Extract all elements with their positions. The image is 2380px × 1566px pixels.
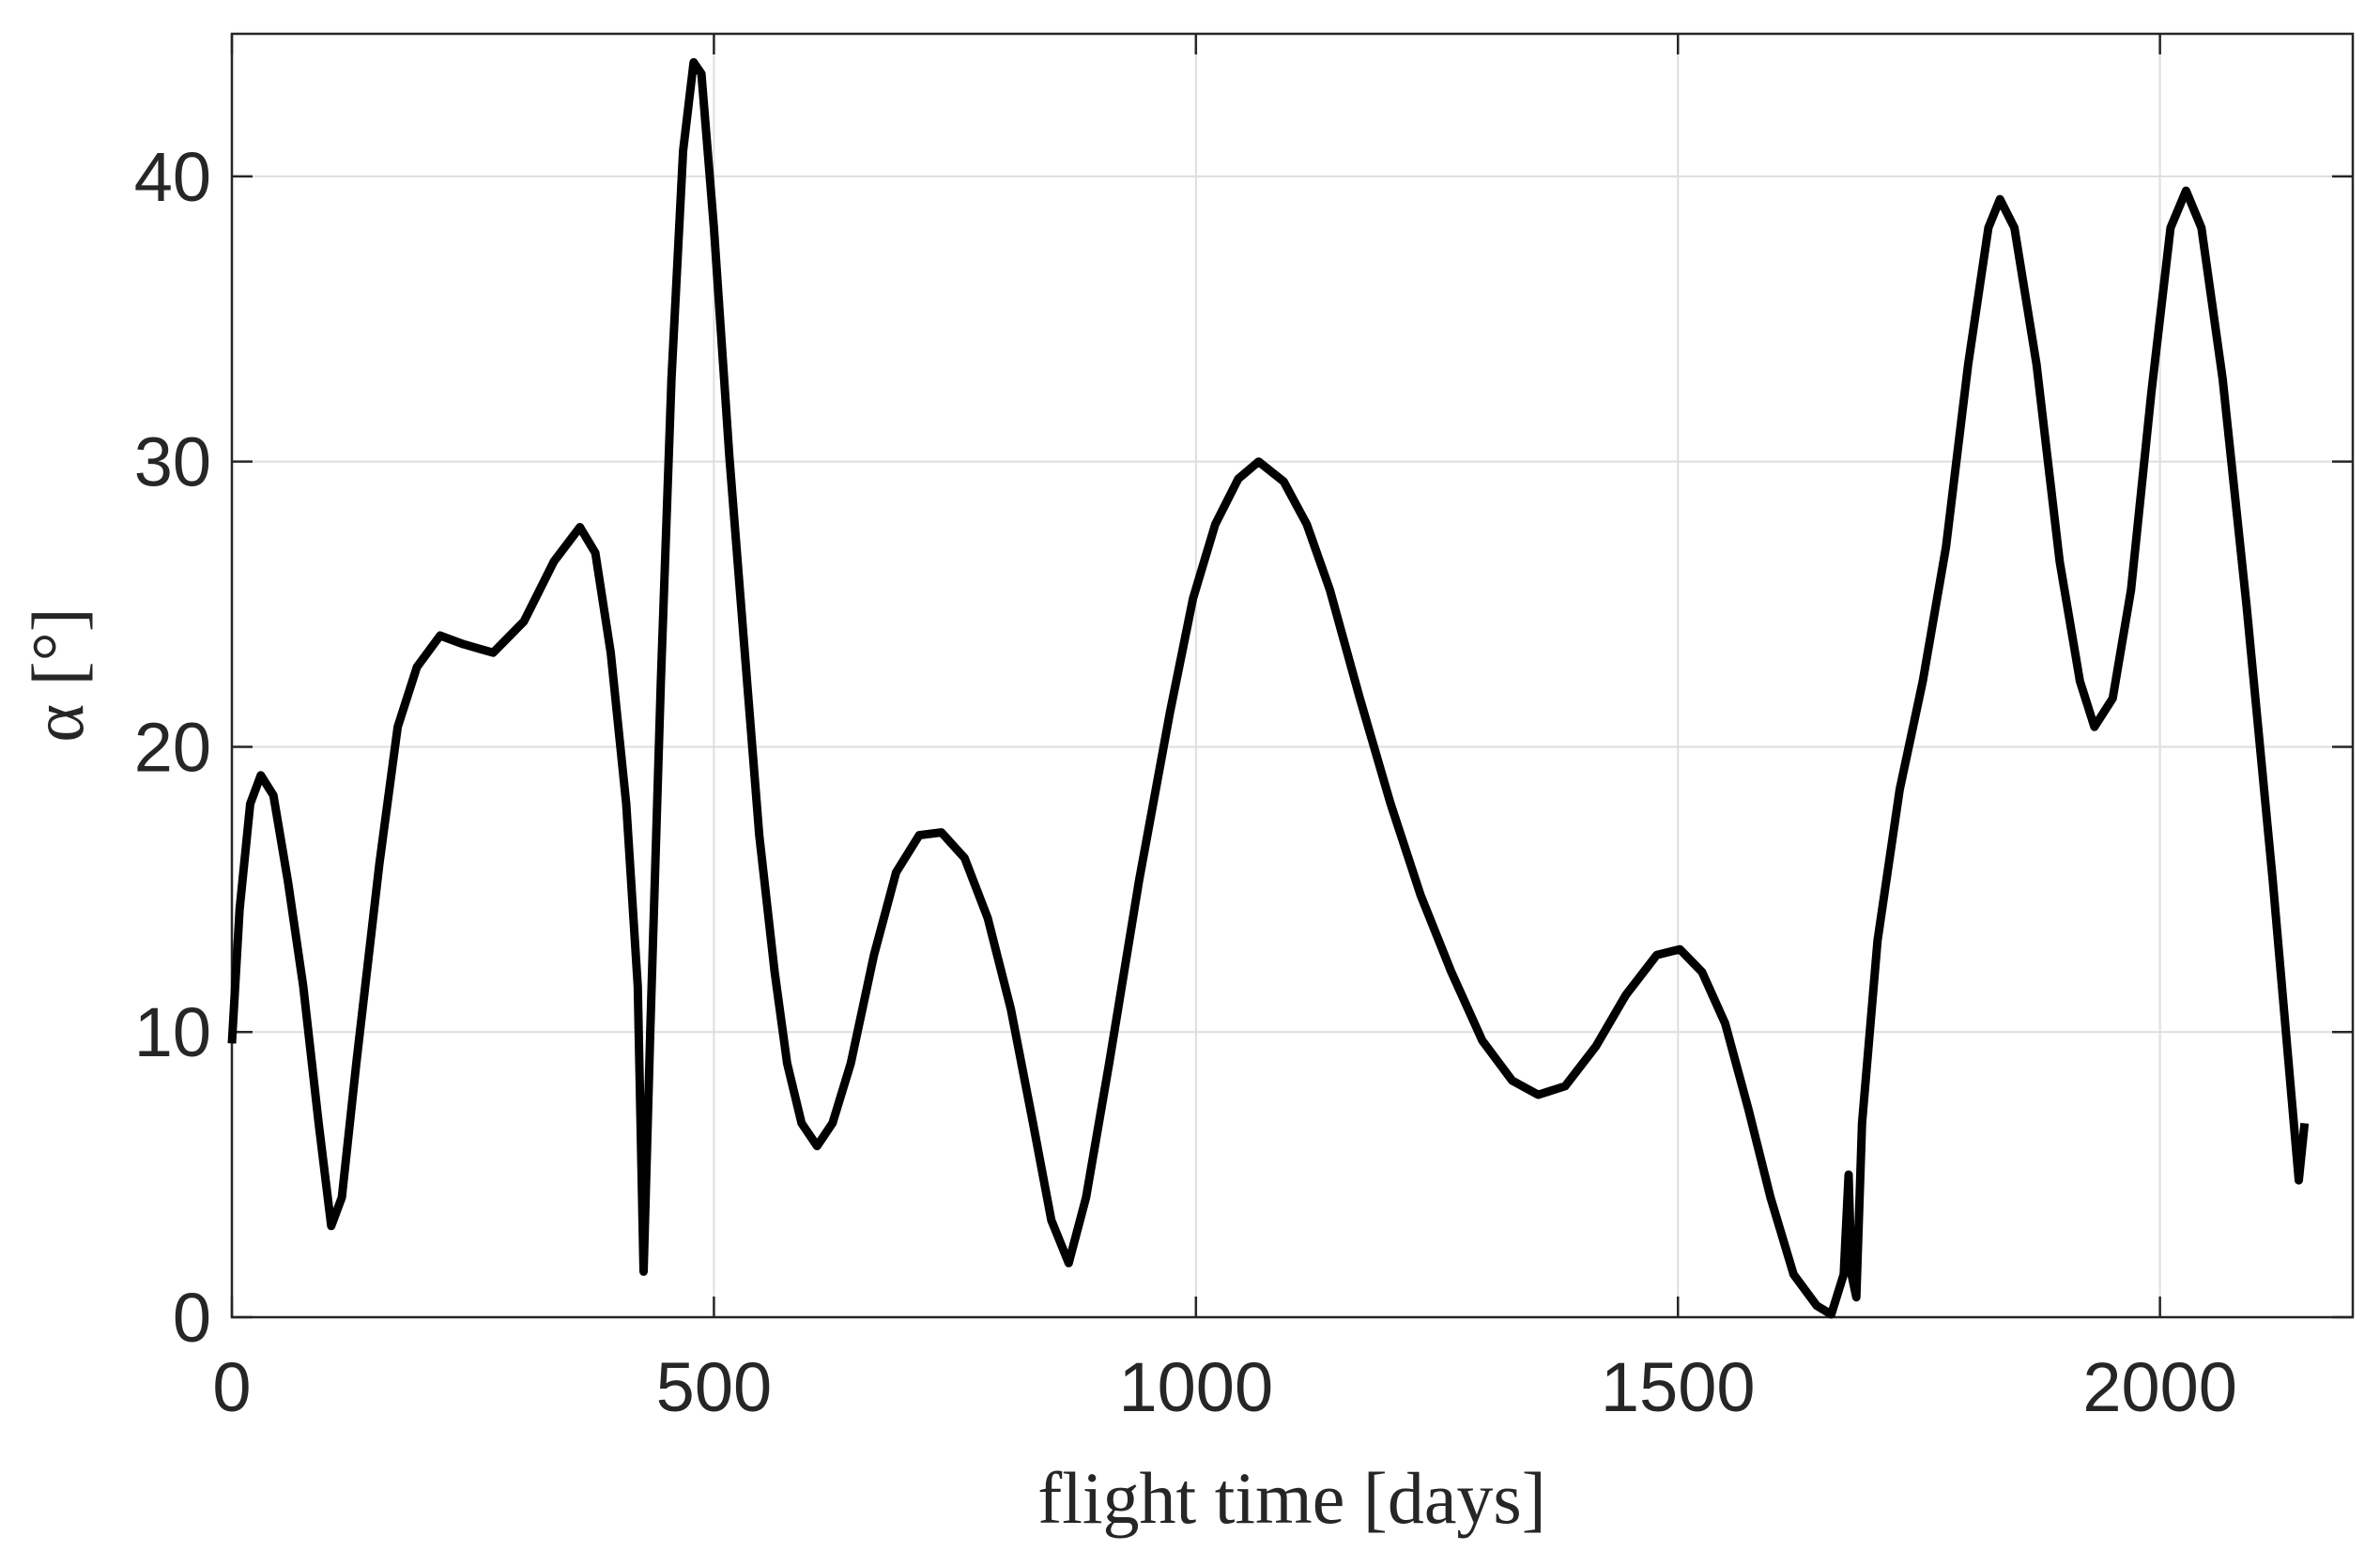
y-tick-label: 20	[134, 708, 211, 786]
y-axis-label: α [°]	[17, 607, 99, 743]
x-tick-label: 2000	[2082, 1348, 2237, 1426]
x-tick-label: 0	[212, 1348, 251, 1426]
data-line	[227, 57, 2310, 1319]
y-tick-label: 30	[134, 423, 211, 501]
y-tick-label: 10	[134, 993, 211, 1071]
y-tick-label: 40	[134, 138, 211, 216]
x-tick-label: 500	[656, 1348, 772, 1426]
plot-frame	[230, 32, 2355, 1319]
y-tick-label: 0	[173, 1279, 211, 1357]
x-tick-label: 1500	[1601, 1348, 1756, 1426]
x-axis-label: flight time [days]	[1037, 1457, 1546, 1539]
x-tick-label: 1000	[1119, 1348, 1274, 1426]
